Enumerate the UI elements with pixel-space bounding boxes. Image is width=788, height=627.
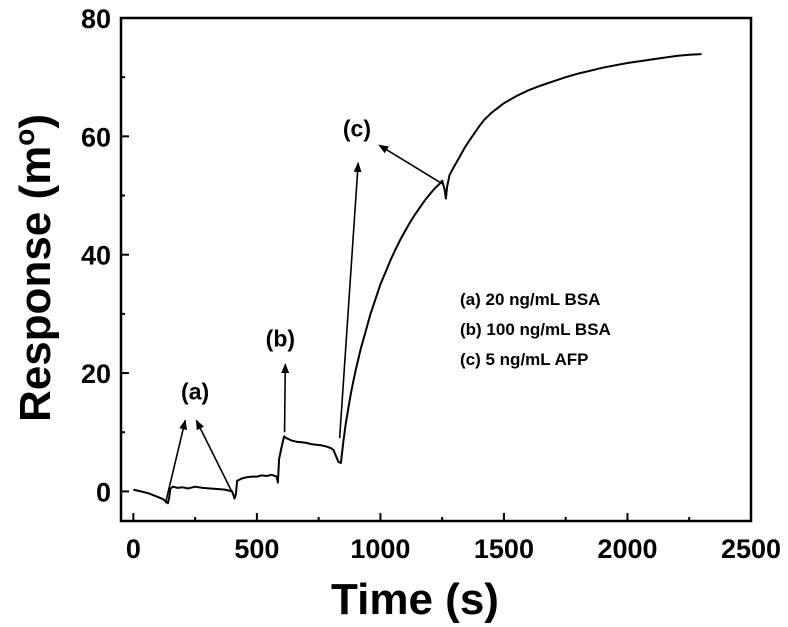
legend-entry-a: (a) 20 ng/mL BSA (460, 290, 600, 309)
x-tick-label: 2500 (721, 534, 781, 564)
plot-frame (119, 16, 753, 523)
series-line-0 (133, 53, 702, 505)
annotation-label: (b) (266, 325, 295, 351)
y-axis-title-close: ) (11, 114, 60, 129)
annotation-arrow (338, 161, 362, 439)
y-axis-title-main: Response (m (11, 146, 60, 422)
plot-area: (a) (b) (c) 0 500 1000 1500 2000 2500 0 20 40 60 80 (81, 4, 781, 564)
data-layer (133, 53, 702, 505)
legend: (a) 20 ng/mL BSA (b) 100 ng/mL BSA (c) 5… (460, 290, 611, 369)
y-axis-title-sup: o (9, 129, 40, 146)
annotation-label: (a) (181, 379, 209, 405)
legend-entry-c: (c) 5 ng/mL AFP (460, 350, 588, 369)
tick-layer: 0 500 1000 1500 2000 2500 0 20 40 60 80 (81, 4, 781, 564)
x-tick-label: 2000 (597, 534, 657, 564)
y-axis-title: Response (mo) (9, 114, 60, 422)
y-tick-label: 20 (81, 359, 111, 389)
x-tick-label: 1500 (474, 534, 534, 564)
annotation-arrow (164, 419, 188, 504)
x-tick-label: 500 (234, 534, 279, 564)
annotation-label: (c) (343, 115, 371, 141)
annotation-layer: (a) (b) (c) (164, 115, 443, 504)
y-tick-label: 60 (81, 122, 111, 152)
annotation-arrow (195, 419, 236, 498)
x-axis-title: Time (s) (331, 575, 499, 624)
legend-entry-b: (b) 100 ng/mL BSA (460, 320, 611, 339)
y-tick-label: 40 (81, 241, 111, 271)
x-tick-label: 1000 (350, 534, 410, 564)
y-tick-label: 80 (81, 4, 111, 34)
y-tick-label: 0 (96, 477, 111, 507)
x-tick-label: 0 (126, 534, 141, 564)
annotation-arrow (281, 363, 290, 433)
annotation-arrow (378, 144, 443, 185)
